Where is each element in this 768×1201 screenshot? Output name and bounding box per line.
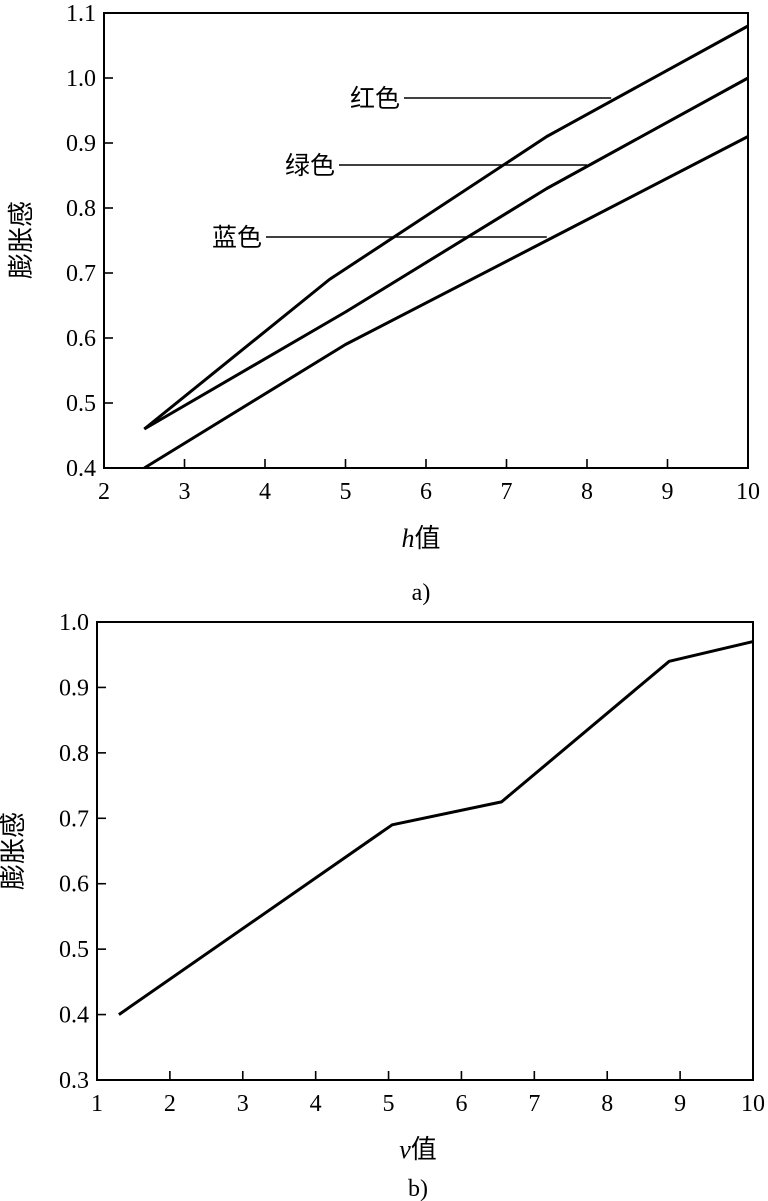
- plot-frame: [103, 12, 749, 469]
- y-tick-label: 0.7: [59, 806, 89, 832]
- x-tick-label: 5: [340, 479, 352, 505]
- y-tick-label: 0.8: [66, 196, 96, 222]
- y-tick-label: 0.7: [66, 261, 96, 287]
- y-tick-label: 1.0: [59, 610, 89, 636]
- x-tick-label: 4: [310, 1091, 322, 1117]
- panel-caption: a): [412, 580, 431, 606]
- x-tick-label: 6: [455, 1091, 467, 1117]
- y-tick-label: 0.9: [66, 131, 96, 157]
- x-tick-label: 8: [601, 1091, 613, 1117]
- series-line-2: [143, 135, 749, 470]
- y-axis-title: 膨胀感: [7, 201, 37, 279]
- chart-b: 1 2 3 4 5 6 7 8 9 10 0.3 0.4 0.5 0.6 0.7 0.8 0.9 1.0 膨胀感 v值…: [0, 610, 765, 1201]
- y-tick-label: 0.9: [59, 675, 89, 701]
- x-tick-label: 9: [662, 479, 674, 505]
- series-label: 绿色: [285, 151, 335, 180]
- x-axis-title: v值: [399, 1135, 437, 1165]
- x-tick-label: 4: [259, 479, 271, 505]
- x-tick-label: 2: [164, 1091, 176, 1117]
- chart-a: 2 3 4 5 6 7 8 9 100.40.50.60.70.80.91.01.1膨胀感h值a…: [7, 1, 760, 606]
- plot-frame: [96, 621, 754, 1081]
- series-label: 红色: [350, 84, 400, 113]
- x-tick-label: 1: [91, 1091, 103, 1117]
- panel-caption: b): [408, 1176, 428, 1201]
- series-line-0: [143, 24, 749, 431]
- x-tick-label: 6: [420, 479, 432, 505]
- y-tick-label: 1.1: [66, 1, 96, 27]
- series-label: 蓝色: [212, 223, 262, 252]
- y-tick-label: 0.8: [59, 741, 89, 767]
- y-axis-title: 膨胀感: [0, 812, 29, 890]
- x-axis-suffix: 值: [411, 1135, 437, 1165]
- y-tick-label: 0.5: [59, 937, 89, 963]
- x-axis-variable: h: [401, 524, 414, 553]
- y-tick-label: 0.6: [59, 872, 89, 898]
- x-tick-label: 2: [98, 479, 110, 505]
- y-tick-label: 1.0: [66, 66, 96, 92]
- x-tick-label: 10: [741, 1091, 765, 1117]
- y-tick-label: 0.3: [59, 1068, 89, 1094]
- y-tick-label: 0.4: [66, 456, 96, 482]
- x-axis-suffix: 值: [414, 524, 440, 554]
- x-tick-label: 3: [179, 479, 191, 505]
- series-line-1: [143, 76, 749, 431]
- y-tick-label: 0.5: [66, 391, 96, 417]
- x-tick-label: 7: [501, 479, 513, 505]
- x-tick-label: 9: [674, 1091, 686, 1117]
- x-axis-title: h值: [401, 524, 440, 554]
- x-tick-label: 5: [383, 1091, 395, 1117]
- x-tick-label: 10: [736, 479, 760, 505]
- y-tick-label: 0.4: [59, 1003, 89, 1029]
- x-tick-label: 8: [581, 479, 593, 505]
- series-line-0: [118, 640, 754, 1016]
- y-tick-label: 0.6: [66, 326, 96, 352]
- x-tick-label: 3: [237, 1091, 249, 1117]
- x-tick-label: 7: [528, 1091, 540, 1117]
- x-axis-variable: v: [399, 1135, 411, 1164]
